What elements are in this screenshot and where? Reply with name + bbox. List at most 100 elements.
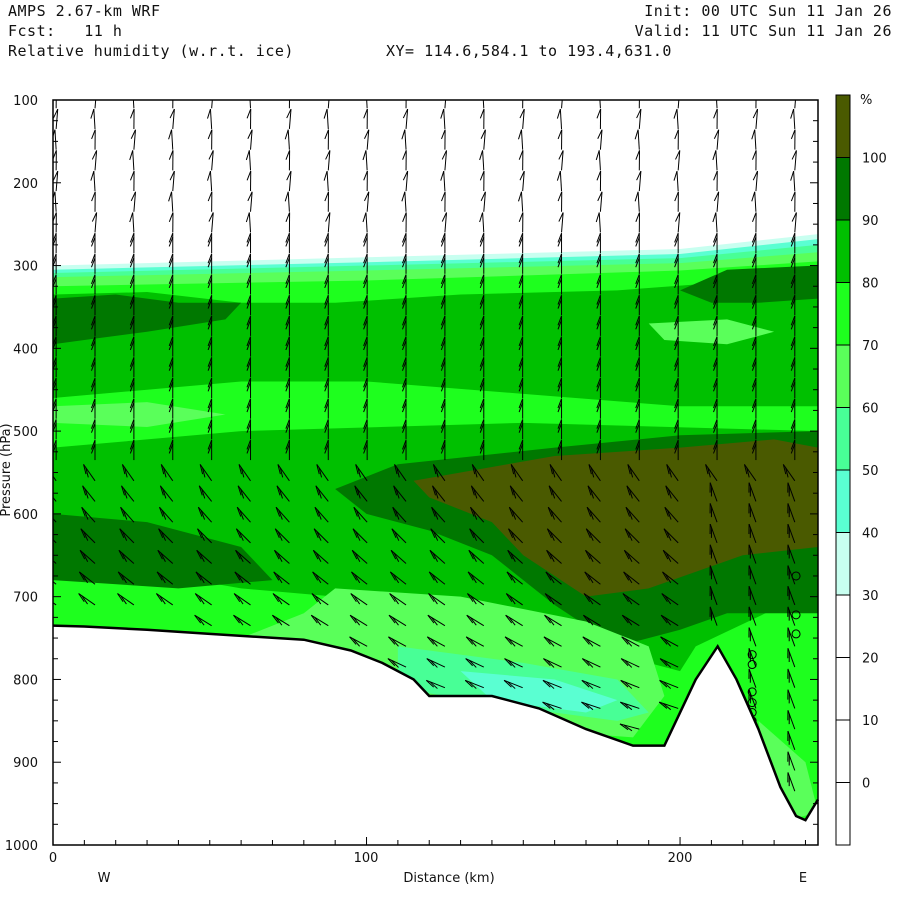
wind-barb — [468, 549, 485, 564]
y-tick-label: 400 — [13, 342, 38, 357]
wind-barb — [503, 679, 523, 689]
wind-barb — [596, 274, 601, 295]
wind-barb — [794, 100, 796, 109]
wind-barb — [596, 253, 601, 274]
wind-barb — [790, 377, 796, 398]
wind-barb — [362, 150, 368, 171]
wind-barb — [748, 565, 757, 585]
wind-barb — [709, 565, 718, 585]
wind-barb — [91, 150, 98, 171]
wind-barb — [441, 150, 448, 171]
wind-barb — [245, 150, 252, 171]
wind-barb — [90, 253, 96, 274]
wind-barb — [440, 232, 446, 254]
wind-barb — [440, 439, 446, 461]
wind-barb — [479, 398, 485, 419]
wind-barb — [53, 517, 57, 523]
wind-barb — [440, 315, 446, 336]
wind-barb — [273, 571, 290, 585]
forecast-hour: Fcst: 11 h — [8, 22, 123, 40]
wind-barb — [748, 523, 757, 544]
wind-barb — [790, 108, 796, 130]
wind-barb — [211, 100, 213, 109]
wind-barb — [285, 398, 290, 419]
wind-barb — [83, 464, 96, 482]
wind-barb — [518, 357, 524, 378]
wind-barb — [504, 658, 523, 668]
wind-barb — [638, 100, 640, 109]
wind-barb — [661, 593, 679, 606]
wind-barb — [274, 528, 290, 544]
wind-barb — [285, 212, 291, 233]
wind-barb — [275, 506, 290, 523]
wind-barb — [787, 523, 796, 544]
wind-barb — [518, 232, 524, 254]
y-tick-label: 200 — [13, 177, 38, 192]
wind-barb — [709, 503, 718, 523]
wind-barb — [168, 377, 174, 398]
wind-barb — [363, 274, 368, 295]
wind-barb — [787, 544, 796, 564]
wind-barb — [324, 295, 329, 316]
wind-barb — [479, 357, 485, 378]
wind-barb — [392, 506, 407, 523]
wind-barb — [402, 357, 407, 378]
wind-barb — [159, 506, 174, 523]
wind-barb — [627, 464, 640, 482]
wind-barb — [351, 571, 368, 585]
wind-barb — [440, 274, 446, 295]
wind-barb — [588, 464, 601, 482]
colorbar-label: 20 — [862, 652, 879, 667]
wind-barb — [584, 571, 601, 585]
wind-barb — [479, 170, 485, 192]
wind-barb — [90, 315, 96, 336]
wind-barb — [480, 191, 486, 212]
wind-barb — [441, 129, 446, 150]
wind-barb — [597, 129, 603, 150]
wind-barb — [401, 129, 407, 150]
wind-barb — [199, 464, 213, 482]
wind-barb — [752, 212, 757, 233]
wind-barb — [195, 571, 212, 585]
wind-barb — [748, 627, 757, 647]
wind-barb — [235, 549, 251, 564]
wind-barb — [787, 668, 796, 688]
wind-barb — [508, 506, 524, 523]
wind-barb — [90, 336, 96, 357]
wind-barb — [790, 274, 796, 295]
wind-barb — [90, 419, 96, 440]
wind-barb — [130, 191, 136, 212]
wind-barb — [271, 614, 290, 627]
wind-barb — [324, 439, 329, 461]
wind-barb — [363, 398, 368, 419]
wind-barb — [168, 191, 174, 212]
y-tick-label: 900 — [13, 756, 38, 771]
wind-barb — [324, 419, 329, 440]
wind-barb — [53, 108, 59, 130]
wind-barb — [586, 506, 601, 523]
wind-barb — [557, 295, 563, 316]
wind-barb — [79, 549, 96, 564]
wind-barb — [713, 315, 718, 336]
wind-barb — [324, 274, 329, 295]
y-tick-label: 800 — [13, 673, 38, 688]
wind-barb — [787, 503, 796, 523]
wind-barb — [658, 701, 679, 711]
wind-barb — [285, 232, 290, 254]
wind-barb — [635, 419, 640, 440]
wind-barb — [755, 100, 757, 109]
wind-barb — [597, 191, 603, 212]
wind-barb — [207, 377, 213, 398]
wind-barb — [751, 129, 757, 150]
wind-barb — [246, 170, 252, 192]
wind-barb — [557, 253, 563, 274]
wind-barb — [440, 357, 446, 378]
wind-barb — [117, 593, 135, 606]
wind-barb — [158, 528, 174, 544]
wind-barb — [233, 593, 251, 606]
wind-barb — [402, 232, 407, 254]
wind-barb — [619, 701, 640, 711]
wind-barb — [208, 212, 214, 233]
wind-barb — [206, 170, 213, 192]
wind-barb — [470, 485, 485, 502]
